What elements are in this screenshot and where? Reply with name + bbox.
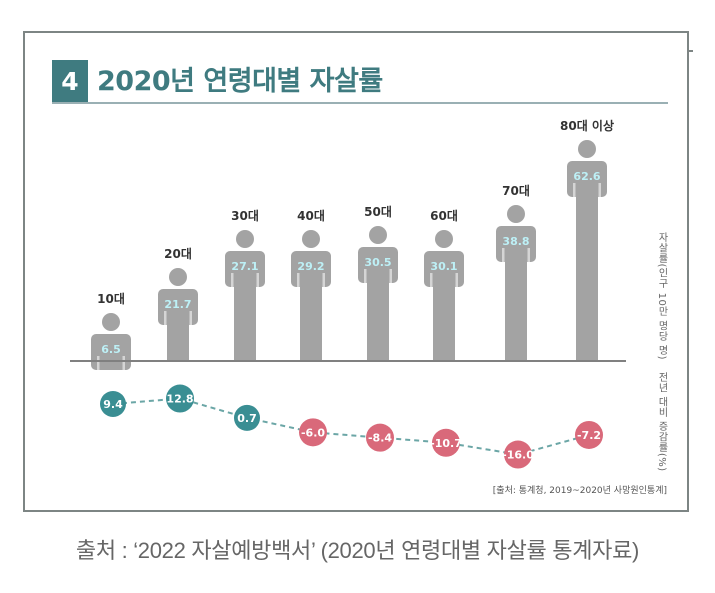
- arm-gap: [322, 273, 325, 287]
- arm-gap: [502, 248, 505, 262]
- bar-figure: 50대 30.5: [358, 205, 398, 360]
- value-label: 21.7: [164, 298, 191, 311]
- arm-gap: [430, 273, 433, 287]
- change-rate-label: -16.0: [502, 449, 534, 462]
- arm-gap: [364, 269, 367, 283]
- value-label: 29.2: [297, 260, 324, 273]
- value-label: 27.1: [231, 260, 258, 273]
- change-rate-label: -7.2: [577, 429, 601, 442]
- bar-figure: 20대 21.7: [158, 247, 198, 360]
- category-label: 80대 이상: [560, 118, 614, 133]
- bar-figure: 60대 30.1: [424, 209, 464, 360]
- change-rate-point: -7.2: [575, 420, 603, 449]
- change-rate-point: -6.0: [299, 418, 327, 447]
- figure-head: [302, 230, 320, 248]
- change-rate-marker: [299, 418, 327, 447]
- change-rate-label: -10.7: [430, 437, 462, 450]
- arm-gap: [527, 248, 530, 262]
- change-rate-label: 9.4: [103, 398, 123, 411]
- bar-figure: 30대 27.1: [225, 209, 265, 360]
- value-label: 30.5: [364, 256, 391, 269]
- chart-title: 2020년 연령대별 자살률: [97, 66, 383, 97]
- figure-head: [369, 226, 387, 244]
- category-label: 40대: [297, 209, 325, 223]
- figure-bar: [576, 171, 598, 360]
- figure-bar: [167, 299, 189, 360]
- arm-gap: [598, 183, 601, 197]
- category-label: 10대: [97, 292, 125, 306]
- change-rate-label: -6.0: [301, 426, 325, 439]
- image-caption: 출처 : ‘2022 자살예방백서’ (2020년 연령대별 자살률 통계자료): [75, 538, 640, 563]
- figure-bar: [367, 257, 389, 360]
- right-axis-label-rate: 자살률(인구 10만 명당 명): [656, 232, 667, 361]
- change-rate-marker: [504, 440, 532, 469]
- category-label: 30대: [231, 209, 259, 223]
- change-rate-label: 12.8: [166, 393, 193, 406]
- category-label: 60대: [430, 209, 458, 223]
- change-rate-point: 12.8: [166, 384, 194, 413]
- change-rate-marker: [432, 428, 460, 457]
- change-rate-point: 9.4: [100, 390, 126, 417]
- figure-head: [435, 230, 453, 248]
- category-label: 20대: [164, 247, 192, 261]
- bar-figure: 70대 38.8: [496, 184, 536, 360]
- arm-gap: [189, 311, 192, 325]
- section-number-badge: 4: [52, 60, 88, 103]
- inner-source-note: [출처: 통계청, 2019~2020년 사망원인통계]: [492, 486, 667, 496]
- arm-gap: [573, 183, 576, 197]
- change-rate-point: -16.0: [502, 440, 534, 469]
- figure-head: [507, 205, 525, 223]
- bar-figure: 80대 이상 62.6: [560, 118, 614, 360]
- arm-gap: [455, 273, 458, 287]
- value-label: 62.6: [573, 170, 600, 183]
- category-label: 70대: [502, 184, 530, 198]
- change-rate-marker: [100, 390, 126, 417]
- right-axis-label-change: 전년 대비 증감률(%): [656, 372, 667, 472]
- figure-head: [578, 140, 596, 158]
- change-rate-point: 0.7: [234, 404, 260, 431]
- change-rate-marker: [366, 423, 394, 452]
- change-rate-point: -10.7: [430, 428, 462, 457]
- figure-head: [169, 268, 187, 286]
- value-label: 30.1: [430, 260, 457, 273]
- arm-gap: [122, 356, 125, 370]
- change-rate-point: -8.4: [366, 423, 394, 452]
- change-rate-series: 9.4 12.8 0.7 -6.0 -8.4 -10.7 -16.0 -7.2: [100, 384, 603, 469]
- arm-gap: [231, 273, 234, 287]
- figure-bar: [433, 261, 455, 360]
- arm-gap: [256, 273, 259, 287]
- change-rate-marker: [166, 384, 194, 413]
- arm-gap: [297, 273, 300, 287]
- change-rate-label: 0.7: [237, 412, 257, 425]
- figure-bar: [300, 261, 322, 360]
- figure-head: [102, 313, 120, 331]
- category-label: 50대: [364, 205, 392, 219]
- frame-tick: [689, 50, 693, 52]
- bar-figure: 40대 29.2: [291, 209, 331, 360]
- change-rate-marker: [575, 420, 603, 449]
- title-underline: [52, 102, 668, 104]
- figure-head: [236, 230, 254, 248]
- arm-gap: [97, 356, 100, 370]
- bar-figure: 10대 6.5: [91, 292, 131, 370]
- change-rate-marker: [234, 404, 260, 431]
- figure-bar: [100, 344, 122, 360]
- figure-bar: [505, 236, 527, 360]
- change-rate-label: -8.4: [368, 432, 392, 445]
- value-label: 6.5: [101, 343, 121, 356]
- arm-gap: [389, 269, 392, 283]
- figure-bar: [234, 261, 256, 360]
- value-label: 38.8: [502, 235, 529, 248]
- bar-figures: 10대 6.5 20대 21.7 30대 27.1 40대 29.2 50대 30.5 60대 30.…: [91, 118, 614, 370]
- arm-gap: [164, 311, 167, 325]
